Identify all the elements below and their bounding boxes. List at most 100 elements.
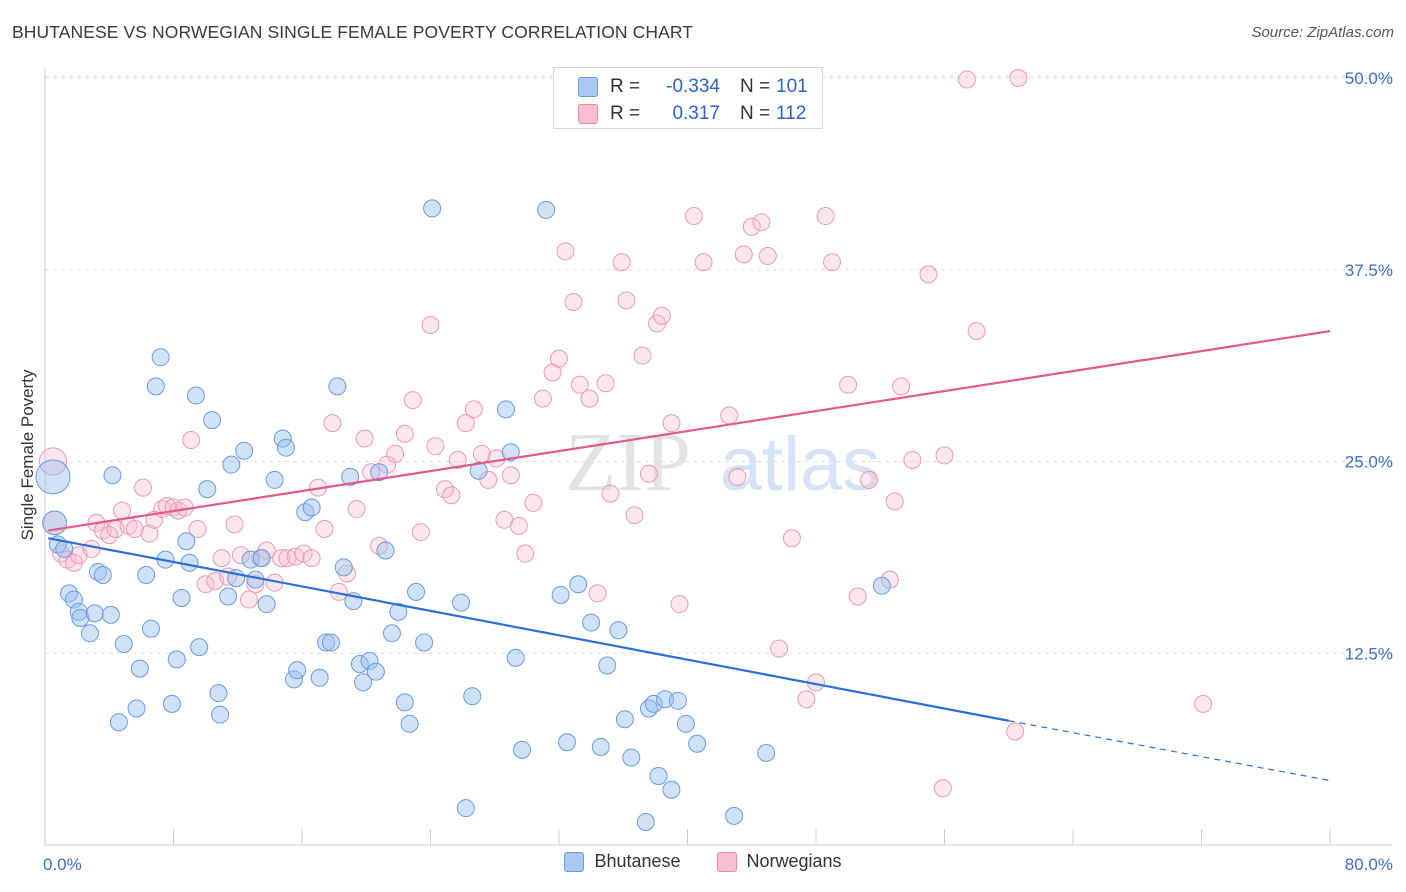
legend-r-label: R = [610,103,641,124]
point-norwegian [601,484,620,503]
point-norwegian [556,242,575,261]
legend-swatch-bhutanese [564,851,585,872]
point-bhutanese [265,470,284,489]
point-norwegian [639,464,658,483]
point-bhutanese [463,687,482,706]
legend-r-label: R = [610,76,641,97]
point-norwegian [133,478,152,497]
point-bhutanese [662,780,681,799]
point-bhutanese [407,582,426,601]
point-bhutanese [615,710,634,729]
point-bhutanese [172,589,191,608]
point-bhutanese [370,463,389,482]
point-norwegian [479,470,498,489]
point-norwegian [933,779,952,798]
point-norwegian [816,207,835,226]
point-norwegian [355,429,374,448]
point-bhutanese [80,624,99,643]
point-bhutanese [395,693,414,712]
y-tick-label: 12.5% [1345,644,1393,663]
point-norwegian [524,493,543,512]
point-bhutanese [276,438,295,457]
point-norwegian [426,437,445,456]
point-norwegian [684,207,703,226]
point-norwegian [456,414,475,433]
point-bhutanese [537,200,556,219]
legend-item-norwegians[interactable]: Norwegians [716,851,842,872]
point-norwegian [246,575,265,594]
point-bhutanese [35,459,71,495]
watermark-atlas: atlas [720,422,881,507]
point-bhutanese [85,604,104,623]
point-bhutanese [328,377,347,396]
point-bhutanese [501,443,520,462]
point-bhutanese [317,633,336,652]
point-bhutanese [513,740,532,759]
point-bhutanese [257,595,276,614]
point-norwegian [728,467,747,486]
point-norwegian [670,595,689,614]
point-bhutanese [219,587,238,606]
axes [44,68,1392,846]
point-norwegian [662,414,681,433]
y-tick-label: 25.0% [1345,453,1393,472]
point-bhutanese [186,386,205,405]
point-norwegian [770,639,789,658]
point-bhutanese [177,532,196,551]
point-norwegian [860,470,879,489]
point-norwegian [442,486,461,505]
source-label: Source: ZipAtlas.com [1251,24,1394,41]
point-bhutanese [310,668,329,687]
point-norwegian [231,546,250,565]
series-legend: Bhutanese Norwegians [0,851,1406,872]
point-bhutanese [209,684,228,703]
point-norwegian [612,253,631,272]
legend-swatch-norwegians [716,851,737,872]
point-norwegian [967,322,986,341]
point-bhutanese [167,650,186,669]
point-norwegian [272,549,291,568]
legend-row-norwegians: R = 0.317 N = 112 [578,101,806,127]
point-bhutanese [609,621,628,640]
legend-n-value: 112 [776,103,807,124]
point-norwegian [395,424,414,443]
point-norwegian [957,70,976,89]
x-tick-label: 80.0% [1345,855,1393,874]
point-norwegian [347,500,366,519]
point-norwegian [797,690,816,709]
point-norwegian [501,466,520,485]
point-bhutanese [321,633,340,652]
point-bhutanese [114,635,133,654]
point-bhutanese [222,455,241,474]
point-norwegian [239,590,258,609]
point-norwegian [113,501,132,520]
point-norwegian [839,375,858,394]
point-bhutanese [101,605,120,624]
point-bhutanese [350,654,369,673]
point-norwegian [919,265,938,284]
point-bhutanese [130,659,149,678]
point-bhutanese [382,624,401,643]
point-bhutanese [400,714,419,733]
point-bhutanese [569,575,588,594]
point-bhutanese [551,585,570,604]
point-norwegian [370,536,389,555]
legend-r-value: -0.334 [666,76,720,97]
point-norwegian [1009,69,1028,87]
legend-item-bhutanese[interactable]: Bhutanese [564,851,681,872]
point-norwegian [140,524,159,543]
point-bhutanese [60,584,79,603]
point-bhutanese [656,690,675,709]
point-bhutanese [89,562,108,581]
point-bhutanese [198,480,217,499]
legend-label-norwegians: Norwegians [746,851,842,871]
point-bhutanese [127,699,146,718]
point-bhutanese [757,743,776,762]
point-bhutanese [558,733,577,752]
point-bhutanese [598,656,617,675]
point-norwegian [516,544,535,563]
point-norwegian [652,306,671,325]
point-bhutanese [622,748,641,767]
point-norwegian [758,246,777,265]
